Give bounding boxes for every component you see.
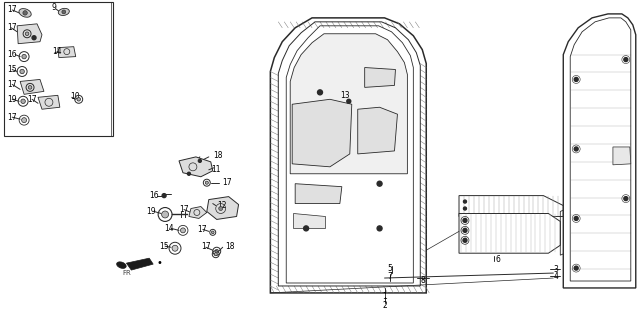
Polygon shape xyxy=(17,24,42,44)
Text: 15: 15 xyxy=(7,65,17,74)
Text: 11: 11 xyxy=(211,165,220,174)
Circle shape xyxy=(28,86,32,89)
Polygon shape xyxy=(459,213,560,253)
Text: 17: 17 xyxy=(201,242,211,251)
Polygon shape xyxy=(189,207,207,218)
Text: 8: 8 xyxy=(420,276,425,285)
Circle shape xyxy=(463,228,467,232)
Circle shape xyxy=(624,58,628,62)
Text: 2: 2 xyxy=(383,301,387,310)
Polygon shape xyxy=(270,18,426,293)
Polygon shape xyxy=(459,196,563,216)
Circle shape xyxy=(574,147,578,151)
Text: 18: 18 xyxy=(212,151,222,160)
Circle shape xyxy=(22,118,27,123)
Ellipse shape xyxy=(19,9,31,17)
Circle shape xyxy=(211,231,214,234)
Polygon shape xyxy=(295,184,342,204)
Text: 17: 17 xyxy=(7,80,17,89)
Text: 5: 5 xyxy=(388,264,392,273)
Polygon shape xyxy=(126,258,153,270)
Text: 19: 19 xyxy=(7,95,17,104)
Text: 19: 19 xyxy=(146,207,156,216)
Circle shape xyxy=(624,197,628,201)
Circle shape xyxy=(463,218,467,222)
Polygon shape xyxy=(292,99,352,167)
Circle shape xyxy=(205,181,209,184)
Text: 18: 18 xyxy=(226,242,235,251)
Circle shape xyxy=(23,11,28,15)
Polygon shape xyxy=(613,147,631,165)
Circle shape xyxy=(377,181,382,186)
Text: 3: 3 xyxy=(554,265,558,274)
Circle shape xyxy=(26,32,29,35)
Bar xyxy=(4,2,113,136)
Polygon shape xyxy=(179,157,212,177)
Circle shape xyxy=(22,54,26,59)
Text: 17: 17 xyxy=(27,95,36,104)
Circle shape xyxy=(463,207,467,210)
Text: 17: 17 xyxy=(7,5,17,14)
Circle shape xyxy=(317,90,323,95)
Polygon shape xyxy=(290,34,408,174)
Circle shape xyxy=(20,69,24,74)
Circle shape xyxy=(180,228,186,233)
Text: 16: 16 xyxy=(149,191,159,200)
Text: 14: 14 xyxy=(164,224,173,233)
Circle shape xyxy=(574,77,578,81)
Text: FR: FR xyxy=(122,270,131,276)
Circle shape xyxy=(214,253,218,256)
Circle shape xyxy=(215,249,218,253)
Text: 9: 9 xyxy=(52,3,57,12)
Circle shape xyxy=(463,200,467,203)
Text: 14: 14 xyxy=(52,47,61,56)
Circle shape xyxy=(62,10,66,14)
Circle shape xyxy=(21,99,26,104)
Polygon shape xyxy=(563,14,636,288)
Text: •: • xyxy=(156,258,162,268)
Text: 7: 7 xyxy=(388,272,392,281)
Polygon shape xyxy=(365,67,396,87)
Polygon shape xyxy=(207,197,239,220)
Polygon shape xyxy=(20,79,44,94)
Text: 6: 6 xyxy=(496,255,500,264)
Text: 13: 13 xyxy=(340,91,349,100)
Text: 17: 17 xyxy=(223,178,232,187)
Ellipse shape xyxy=(58,8,69,16)
Text: 16: 16 xyxy=(7,50,17,59)
Circle shape xyxy=(188,172,191,175)
Circle shape xyxy=(574,266,578,270)
Circle shape xyxy=(77,98,81,101)
Text: 17: 17 xyxy=(7,113,17,122)
Circle shape xyxy=(32,36,36,40)
Circle shape xyxy=(347,99,351,103)
Circle shape xyxy=(162,211,168,218)
Ellipse shape xyxy=(116,262,126,268)
Circle shape xyxy=(303,226,308,231)
Polygon shape xyxy=(38,95,60,109)
Text: 12: 12 xyxy=(217,201,226,210)
Polygon shape xyxy=(293,213,325,228)
Text: 17: 17 xyxy=(7,23,17,32)
Circle shape xyxy=(198,159,202,162)
Text: 10: 10 xyxy=(70,92,79,101)
Text: 17: 17 xyxy=(179,205,189,214)
Text: 15: 15 xyxy=(159,242,169,251)
Polygon shape xyxy=(58,47,76,58)
Text: 17: 17 xyxy=(197,225,207,234)
Circle shape xyxy=(162,194,166,197)
Text: 1: 1 xyxy=(383,292,387,301)
Circle shape xyxy=(574,216,578,220)
Polygon shape xyxy=(358,107,397,154)
Circle shape xyxy=(377,226,382,231)
Circle shape xyxy=(463,238,467,242)
Circle shape xyxy=(172,245,178,251)
Text: 4: 4 xyxy=(554,272,558,281)
Circle shape xyxy=(219,207,223,211)
